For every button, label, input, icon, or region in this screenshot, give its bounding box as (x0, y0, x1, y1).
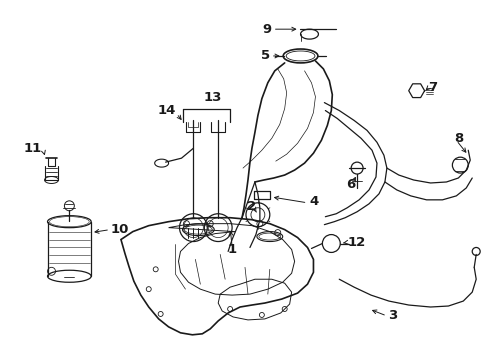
Text: 10: 10 (111, 223, 129, 236)
Text: 3: 3 (387, 310, 396, 323)
Text: 12: 12 (346, 236, 365, 249)
Text: 8: 8 (453, 132, 463, 145)
Text: 14: 14 (157, 104, 175, 117)
Text: 13: 13 (203, 91, 222, 104)
Text: 9: 9 (262, 23, 271, 36)
Text: 1: 1 (227, 243, 236, 256)
Text: 4: 4 (309, 195, 318, 208)
Text: 7: 7 (427, 81, 437, 94)
Text: 2: 2 (247, 200, 256, 213)
Text: 6: 6 (346, 179, 355, 192)
Text: 11: 11 (23, 142, 41, 155)
Text: 5: 5 (260, 49, 269, 63)
